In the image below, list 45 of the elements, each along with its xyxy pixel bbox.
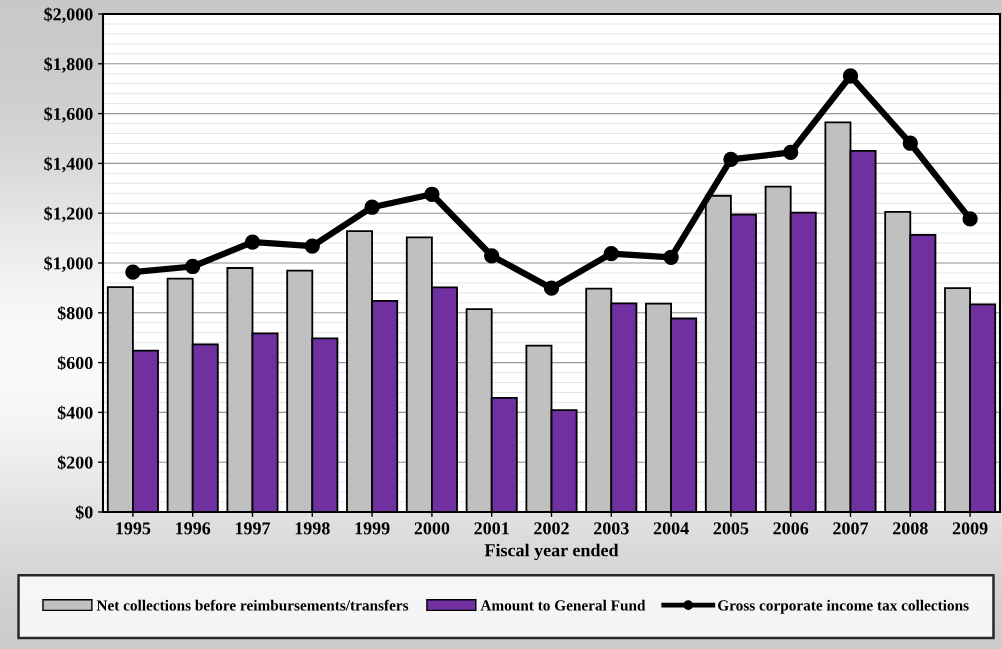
y-tick-label: $600: [57, 355, 93, 371]
legend-label: Gross corporate income tax collections: [718, 599, 969, 614]
x-tick-label: 2008: [893, 522, 928, 535]
y-tick-label: $0: [75, 505, 93, 520]
point: [304, 238, 320, 254]
x-tick-label: 1995: [116, 522, 151, 535]
point: [484, 248, 500, 264]
x-tick-label: 2007: [833, 522, 869, 535]
x-tick-label: 2000: [414, 522, 450, 535]
point: [783, 144, 799, 161]
y-tick-label: $200: [57, 455, 93, 470]
x-tick-label: 1999: [355, 522, 390, 535]
x-tick-label: 2004: [653, 522, 689, 535]
point: [663, 249, 679, 265]
y-tick-label: $2,000: [44, 7, 93, 24]
point: [125, 264, 141, 280]
point: [244, 234, 261, 250]
y-tick-label: $1,200: [44, 206, 93, 223]
y-tick-label: $1,600: [44, 106, 93, 123]
x-axis-title: Fiscal year ended: [484, 543, 619, 561]
point: [424, 186, 440, 202]
y-tick-label: $800: [57, 305, 93, 321]
point: [603, 245, 619, 262]
x-tick-label: 2002: [534, 522, 569, 535]
x-tick-label: 2005: [713, 522, 749, 535]
x-tick-label: 1997: [235, 522, 271, 535]
point: [723, 151, 739, 168]
point: [962, 211, 978, 227]
y-tick-label: $400: [57, 405, 93, 421]
point: [364, 199, 380, 215]
x-tick-label: 2001: [474, 522, 509, 535]
x-tick-label: 2003: [594, 522, 629, 535]
point: [902, 135, 918, 151]
point: [185, 258, 201, 275]
point: [842, 68, 859, 84]
x-tick-label: 1998: [295, 522, 330, 535]
x-tick-label: 1996: [176, 522, 211, 535]
legend-label: Amount to General Fund: [480, 599, 646, 611]
x-tick-label: 2006: [773, 522, 809, 535]
x-tick-label: 2009: [952, 522, 988, 535]
y-tick-label: $1,000: [44, 256, 93, 273]
y-tick-label: $1,800: [44, 56, 93, 73]
legend-label: Net collections before reimbursements/transfers: [96, 599, 409, 611]
point: [543, 280, 560, 296]
y-tick-label: $1,400: [44, 156, 93, 173]
